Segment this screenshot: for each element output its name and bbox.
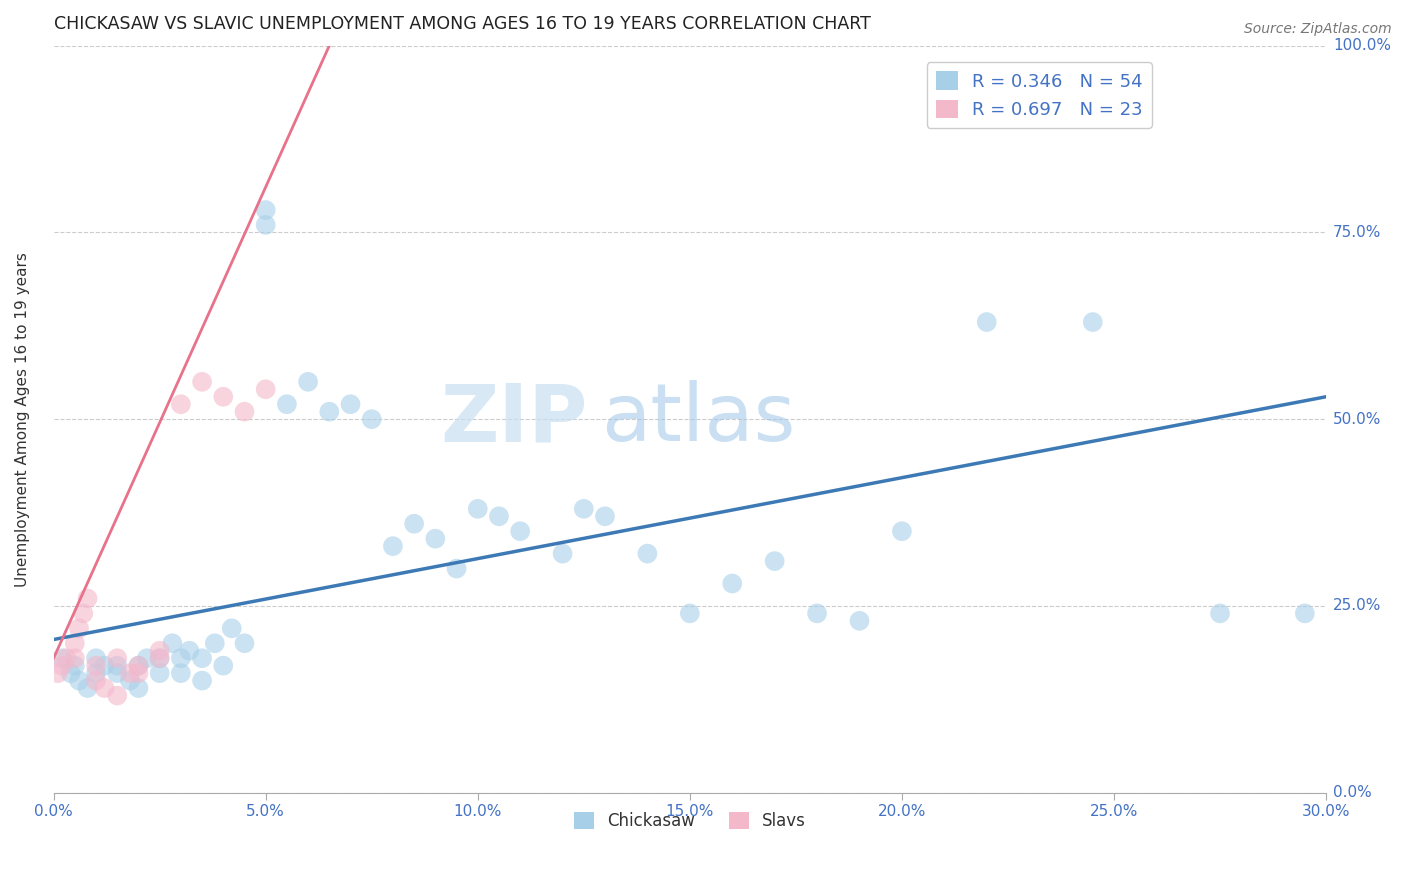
Point: [93, 658, 115, 673]
Point: [593, 509, 616, 524]
Point: [404, 516, 426, 531]
Point: [509, 524, 531, 539]
Text: CHICKASAW VS SLAVIC UNEMPLOYMENT AMONG AGES 16 TO 19 YEARS CORRELATION CHART: CHICKASAW VS SLAVIC UNEMPLOYMENT AMONG A…: [53, 15, 870, 33]
Point: [254, 382, 277, 396]
Point: [488, 509, 510, 524]
Point: [1294, 607, 1316, 621]
Point: [572, 501, 595, 516]
Point: [127, 666, 149, 681]
Text: atlas: atlas: [600, 380, 796, 458]
Text: Source: ZipAtlas.com: Source: ZipAtlas.com: [1244, 22, 1392, 37]
Point: [72, 607, 94, 621]
Point: [84, 666, 107, 681]
Point: [127, 658, 149, 673]
Point: [848, 614, 870, 628]
Point: [127, 658, 149, 673]
Point: [381, 539, 404, 553]
Point: [551, 547, 574, 561]
Point: [170, 397, 193, 411]
Point: [204, 636, 226, 650]
Point: [763, 554, 786, 568]
Point: [806, 607, 828, 621]
Point: [212, 658, 235, 673]
Point: [55, 651, 77, 665]
Point: [105, 689, 128, 703]
Text: ZIP: ZIP: [441, 380, 588, 458]
Point: [276, 397, 298, 411]
Point: [233, 636, 256, 650]
Point: [76, 681, 98, 695]
Point: [890, 524, 912, 539]
Point: [84, 673, 107, 688]
Point: [233, 405, 256, 419]
Point: [118, 666, 141, 681]
Point: [67, 621, 90, 635]
Point: [84, 651, 107, 665]
Point: [425, 532, 447, 546]
Point: [1081, 315, 1104, 329]
Point: [51, 651, 73, 665]
Text: 75.0%: 75.0%: [1333, 225, 1381, 240]
Point: [221, 621, 243, 635]
Point: [721, 576, 744, 591]
Point: [254, 202, 277, 217]
Point: [93, 681, 115, 695]
Point: [976, 315, 998, 329]
Text: 0.0%: 0.0%: [1333, 785, 1372, 800]
Point: [63, 636, 86, 650]
Point: [67, 673, 90, 688]
Point: [59, 666, 82, 681]
Point: [170, 651, 193, 665]
Point: [127, 681, 149, 695]
Point: [191, 651, 214, 665]
Point: [149, 644, 172, 658]
Point: [467, 501, 489, 516]
Point: [149, 666, 172, 681]
Point: [149, 651, 172, 665]
Point: [149, 651, 172, 665]
Point: [51, 658, 73, 673]
Text: 50.0%: 50.0%: [1333, 412, 1381, 426]
Point: [636, 547, 658, 561]
Point: [179, 644, 201, 658]
Point: [105, 651, 128, 665]
Point: [76, 591, 98, 606]
Point: [170, 666, 193, 681]
Point: [212, 390, 235, 404]
Point: [297, 375, 319, 389]
Point: [191, 375, 214, 389]
Point: [446, 561, 468, 575]
Legend: Chickasaw, Slavs: Chickasaw, Slavs: [567, 805, 813, 837]
Point: [105, 658, 128, 673]
Point: [360, 412, 382, 426]
Point: [118, 673, 141, 688]
Point: [318, 405, 340, 419]
Point: [84, 658, 107, 673]
Text: 25.0%: 25.0%: [1333, 599, 1381, 614]
Y-axis label: Unemployment Among Ages 16 to 19 years: Unemployment Among Ages 16 to 19 years: [15, 252, 30, 587]
Point: [254, 218, 277, 232]
Point: [162, 636, 184, 650]
Point: [63, 651, 86, 665]
Point: [46, 666, 69, 681]
Point: [1209, 607, 1232, 621]
Point: [339, 397, 361, 411]
Point: [63, 658, 86, 673]
Point: [135, 651, 157, 665]
Text: 100.0%: 100.0%: [1333, 38, 1391, 54]
Point: [679, 607, 702, 621]
Point: [191, 673, 214, 688]
Point: [105, 666, 128, 681]
